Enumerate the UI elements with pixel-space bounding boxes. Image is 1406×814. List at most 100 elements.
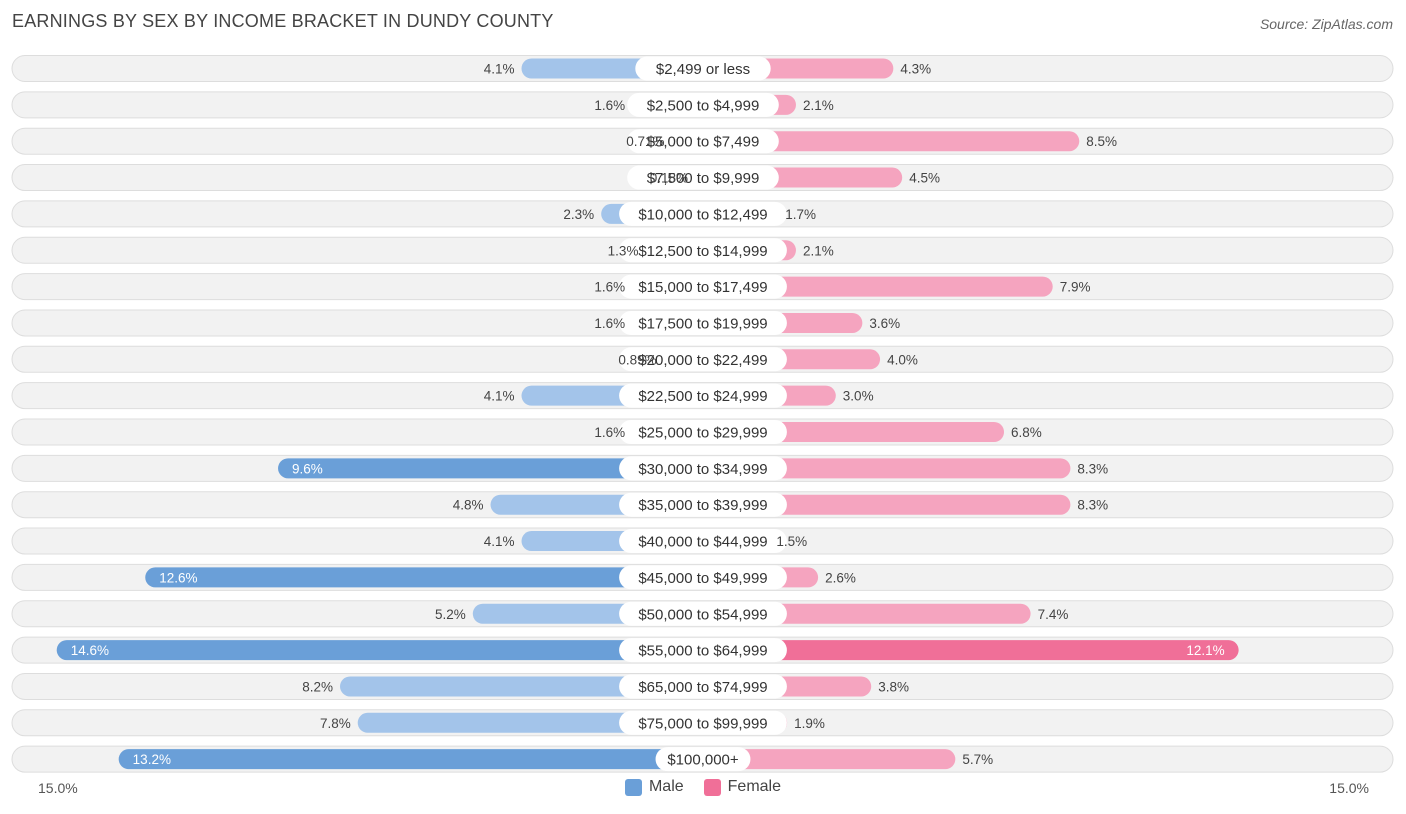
value-label-female: 12.1%: [1186, 643, 1224, 658]
value-label-female: 6.8%: [1011, 425, 1042, 440]
category-label: $12,500 to $14,999: [638, 243, 767, 260]
category-label: $15,000 to $17,499: [638, 279, 767, 296]
value-label-male: 13.2%: [133, 752, 171, 767]
legend-item-male[interactable]: Male: [624, 778, 684, 796]
legend-label-female: Female: [727, 778, 782, 795]
bar-male: [118, 749, 714, 770]
value-label-female: 1.9%: [794, 716, 825, 731]
value-label-male: 2.3%: [563, 207, 594, 222]
value-label-male: 4.1%: [484, 389, 515, 404]
category-label: $45,000 to $49,999: [638, 570, 767, 587]
bar-male: [56, 640, 713, 661]
category-pill: [619, 201, 787, 226]
category-pill: [627, 165, 779, 190]
value-label-male: 7.8%: [320, 716, 351, 731]
category-label: $5,000 to $7,499: [647, 134, 760, 151]
value-label-female: 2.1%: [803, 98, 834, 113]
value-label-male: 0.71%: [626, 134, 664, 149]
category-pill: [619, 383, 787, 408]
value-label-female: 8.3%: [1077, 461, 1108, 476]
value-label-male: 1.3%: [608, 243, 639, 258]
value-label-male: 1.6%: [594, 425, 625, 440]
category-pill: [619, 347, 787, 372]
category-label: $2,500 to $4,999: [647, 97, 760, 114]
value-label-female: 3.8%: [878, 679, 909, 694]
value-label-female: 4.5%: [909, 171, 940, 186]
category-pill: [655, 747, 751, 772]
value-label-male: 8.2%: [302, 679, 333, 694]
value-label-male: 5.2%: [435, 607, 466, 622]
value-label-female: 7.4%: [1038, 607, 1069, 622]
legend-swatch-male: [624, 778, 642, 796]
value-label-female: 8.3%: [1077, 498, 1108, 513]
category-pill: [619, 601, 787, 626]
value-label-male: 1.6%: [594, 280, 625, 295]
value-label-female: 8.5%: [1086, 134, 1117, 149]
value-label-male: 1.6%: [594, 98, 625, 113]
category-pill: [619, 420, 787, 444]
value-label-male: 1.6%: [594, 316, 625, 331]
category-label: $22,500 to $24,999: [638, 388, 767, 405]
bar-male: [340, 676, 713, 697]
category-pill: [619, 274, 787, 299]
legend-label-male: Male: [648, 778, 684, 795]
value-label-female: 1.5%: [776, 534, 807, 549]
source-label: Source: ZipAtlas.com: [1259, 16, 1393, 32]
bar-female: [693, 131, 1080, 152]
category-pill: [619, 238, 787, 263]
value-label-female: 4.0%: [887, 352, 918, 367]
value-label-female: 3.6%: [869, 316, 900, 331]
category-pill: [635, 56, 771, 81]
value-label-male: 4.8%: [453, 498, 484, 513]
legend-item-female[interactable]: Female: [703, 778, 782, 796]
category-label: $10,000 to $12,499: [638, 206, 767, 223]
category-pill: [619, 638, 787, 663]
category-label: $20,000 to $22,499: [638, 352, 767, 369]
value-label-female: 5.7%: [962, 752, 993, 767]
category-pill: [619, 456, 787, 481]
category-pill: [619, 565, 787, 590]
value-label-female: 4.3%: [900, 62, 931, 77]
value-label-male: 0.89%: [618, 352, 656, 367]
value-label-female: 1.7%: [785, 207, 816, 222]
chart-title: EARNINGS BY SEX BY INCOME BRACKET IN DUN…: [12, 11, 554, 31]
bar-female: [693, 458, 1071, 479]
bar-female: [693, 749, 956, 770]
value-label-male: 4.1%: [484, 62, 515, 77]
category-label: $65,000 to $74,999: [638, 679, 767, 696]
value-label-male: 4.1%: [484, 534, 515, 549]
bar-female: [693, 494, 1071, 515]
legend: Male Female: [0, 778, 1406, 796]
category-label: $100,000+: [667, 752, 739, 769]
category-label: $50,000 to $54,999: [638, 606, 767, 623]
bar-male: [145, 567, 714, 588]
category-label: $55,000 to $64,999: [638, 643, 767, 660]
category-pill: [619, 710, 787, 735]
category-pill: [619, 529, 787, 554]
category-pill: [619, 492, 787, 517]
bar-male: [278, 458, 713, 479]
axis-left-label: 15.0%: [38, 780, 78, 796]
value-label-female: 3.0%: [843, 389, 874, 404]
category-pill: [619, 674, 787, 699]
value-label-male: 12.6%: [159, 570, 197, 585]
value-label-male: 14.6%: [71, 643, 109, 658]
category-label: $2,499 or less: [656, 61, 750, 78]
bar-female: [693, 640, 1239, 661]
category-pill: [619, 310, 787, 335]
value-label-female: 2.1%: [803, 243, 834, 258]
category-label: $25,000 to $29,999: [638, 425, 767, 442]
value-label-female: 7.9%: [1060, 280, 1091, 295]
category-pill: [627, 92, 779, 117]
category-label: $75,000 to $99,999: [638, 715, 767, 732]
category-label: $17,500 to $19,999: [638, 315, 767, 332]
category-label: $35,000 to $39,999: [638, 497, 767, 514]
category-label: $7,500 to $9,999: [647, 170, 760, 187]
category-label: $30,000 to $34,999: [638, 461, 767, 478]
category-label: $40,000 to $44,999: [638, 534, 767, 551]
value-label-male: 9.6%: [292, 461, 323, 476]
category-pill: [627, 129, 779, 154]
axis-right-label: 15.0%: [1329, 780, 1369, 796]
value-label-male: 0.18%: [650, 171, 688, 186]
